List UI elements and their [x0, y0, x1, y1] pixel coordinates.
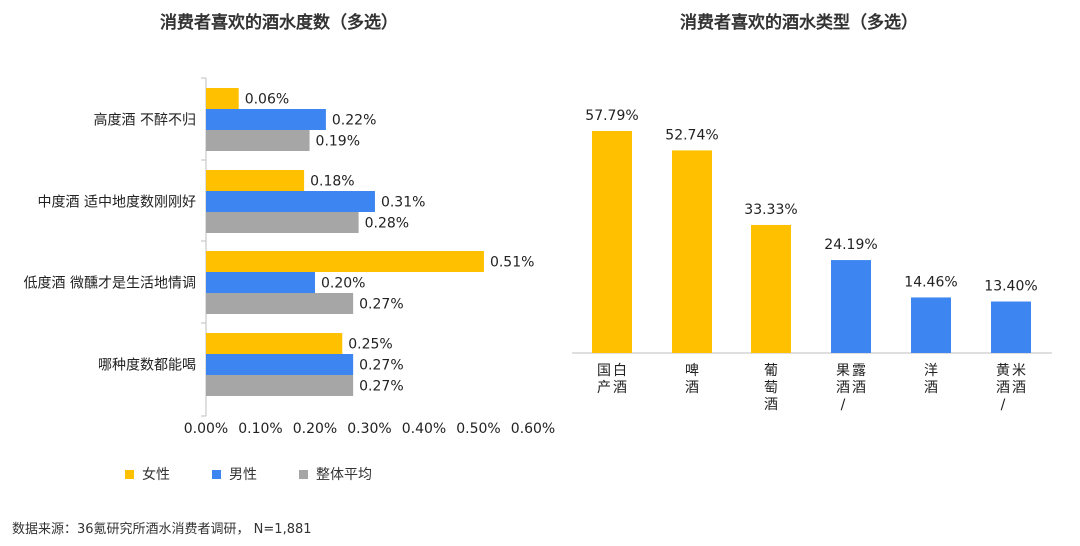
category-label: 洋酒: [924, 363, 938, 396]
data-label: 0.27%: [359, 379, 403, 395]
right-chart-title: 消费者喜欢的酒水类型（多选）: [680, 13, 918, 33]
category-label: 啤酒: [685, 363, 699, 396]
bar: [206, 272, 315, 293]
bar: [672, 150, 712, 353]
bar: [206, 333, 343, 354]
x-tick-label: 0.20%: [293, 421, 337, 437]
category-label: 中度酒 适中地度数刚刚好: [38, 195, 196, 211]
data-label: 52.74%: [665, 127, 718, 143]
bar: [206, 212, 359, 233]
bar: [991, 301, 1031, 353]
bar: [831, 260, 871, 353]
data-label: 13.40%: [984, 279, 1037, 295]
x-tick-label: 0.00%: [184, 421, 228, 437]
bar: [206, 354, 354, 375]
left-chart-legend: 女性 男性 整体平均: [125, 464, 414, 484]
category-label: 果酒/露酒: [836, 363, 866, 413]
bar: [592, 131, 632, 353]
bar: [911, 297, 951, 353]
bar: [206, 375, 354, 396]
bar: [206, 130, 310, 151]
bar: [206, 88, 239, 109]
data-label: 0.19%: [316, 134, 360, 150]
data-label: 0.31%: [381, 195, 425, 211]
data-label: 0.20%: [321, 276, 365, 292]
x-tick-label: 0.40%: [402, 421, 446, 437]
x-tick-label: 0.30%: [347, 421, 391, 437]
category-label: 低度酒 微醺才是生活地情调: [24, 276, 196, 292]
data-label: 57.79%: [585, 108, 638, 124]
data-label: 0.25%: [348, 337, 392, 353]
bar: [751, 224, 791, 353]
category-label: 葡萄酒: [764, 363, 778, 413]
data-label: 33.33%: [744, 202, 797, 218]
bar: [206, 109, 326, 130]
category-label: 高度酒 不醉不归: [94, 112, 196, 129]
data-source-note: 数据来源：36氪研究所酒水消费者调研， N=1,881: [12, 522, 312, 537]
data-label: 14.46%: [904, 274, 957, 290]
bar: [206, 191, 375, 212]
legend-item-male: 男性: [212, 464, 257, 484]
data-label: 24.19%: [824, 237, 877, 253]
alcohol-strength-chart: 高度酒 不醉不归 0.06% 0.22% 0.19% 中度酒 适中地度数刚刚好 0.18%…: [24, 77, 555, 437]
legend-label-overall: 整体平均: [316, 467, 372, 483]
data-label: 0.28%: [365, 216, 409, 232]
category-label: 黄酒/米酒: [996, 362, 1026, 413]
legend-item-overall: 整体平均: [299, 464, 372, 484]
legend-swatch-male: [212, 469, 221, 479]
data-label: 0.51%: [490, 255, 534, 271]
legend-label-female: 女性: [142, 467, 170, 483]
x-tick-label: 0.50%: [456, 421, 500, 437]
legend-swatch-female: [125, 469, 134, 479]
data-label: 0.06%: [245, 92, 289, 108]
bar: [206, 251, 484, 272]
data-label: 0.18%: [310, 174, 354, 190]
x-tick-label: 0.10%: [238, 421, 282, 437]
data-label: 0.22%: [332, 113, 376, 129]
legend-swatch-overall: [299, 469, 308, 479]
category-label: 国产白酒: [597, 363, 627, 396]
legend-label-male: 男性: [229, 467, 257, 483]
bar: [206, 293, 354, 314]
data-label: 0.27%: [359, 358, 403, 374]
data-label: 0.27%: [359, 297, 403, 313]
bar: [206, 170, 305, 191]
alcohol-type-chart: 57.79% 国产白酒 52.74% 啤酒 33.33% 葡萄酒 24.19% 果酒/露酒 14…: [572, 108, 1052, 413]
legend-item-female: 女性: [125, 464, 170, 484]
x-tick-label: 0.60%: [511, 421, 555, 437]
left-chart-title: 消费者喜欢的酒水度数（多选）: [160, 13, 398, 33]
category-label: 哪种度数都能喝: [98, 358, 196, 374]
